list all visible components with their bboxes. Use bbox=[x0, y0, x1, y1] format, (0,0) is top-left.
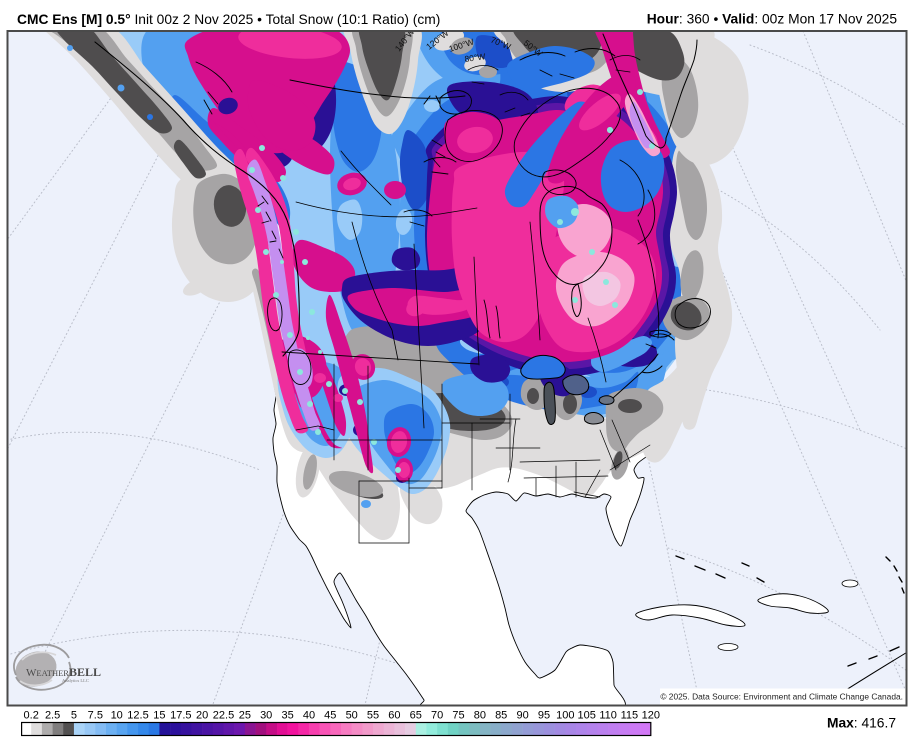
svg-text:22.5: 22.5 bbox=[213, 710, 234, 722]
svg-text:17.5: 17.5 bbox=[170, 710, 191, 722]
svg-text:115: 115 bbox=[621, 710, 639, 722]
svg-text:0.2: 0.2 bbox=[24, 710, 39, 722]
svg-text:110: 110 bbox=[599, 710, 617, 722]
svg-text:40: 40 bbox=[303, 710, 315, 722]
svg-text:5: 5 bbox=[71, 710, 77, 722]
svg-text:55: 55 bbox=[367, 710, 379, 722]
svg-text:65: 65 bbox=[410, 710, 422, 722]
svg-text:50: 50 bbox=[346, 710, 358, 722]
svg-text:85: 85 bbox=[495, 710, 507, 722]
svg-text:Max: 416.7: Max: 416.7 bbox=[827, 716, 896, 731]
svg-text:Analytics LLC: Analytics LLC bbox=[62, 678, 89, 683]
svg-text:2.5: 2.5 bbox=[45, 710, 60, 722]
svg-text:Hour: 360 • Valid: 00z Mon 17: Hour: 360 • Valid: 00z Mon 17 Nov 2025 bbox=[647, 12, 898, 27]
svg-text:WEATHERBELL: WEATHERBELL bbox=[26, 665, 101, 679]
svg-text:20: 20 bbox=[196, 710, 208, 722]
svg-text:70: 70 bbox=[431, 710, 443, 722]
svg-text:10: 10 bbox=[111, 710, 123, 722]
svg-text:75: 75 bbox=[452, 710, 464, 722]
svg-text:7.5: 7.5 bbox=[88, 710, 103, 722]
svg-text:80: 80 bbox=[474, 710, 486, 722]
svg-text:12.5: 12.5 bbox=[127, 710, 148, 722]
svg-text:15: 15 bbox=[153, 710, 165, 722]
svg-text:90: 90 bbox=[516, 710, 528, 722]
svg-text:100: 100 bbox=[556, 710, 574, 722]
svg-text:30: 30 bbox=[260, 710, 272, 722]
svg-text:35: 35 bbox=[281, 710, 293, 722]
svg-text:105: 105 bbox=[578, 710, 596, 722]
svg-text:120: 120 bbox=[642, 710, 660, 722]
svg-text:60: 60 bbox=[388, 710, 400, 722]
svg-text:25: 25 bbox=[239, 710, 251, 722]
svg-text:© 2025. Data Source: Environme: © 2025. Data Source: Environment and Cli… bbox=[660, 692, 903, 702]
svg-text:45: 45 bbox=[324, 710, 336, 722]
svg-text:CMC Ens [M] 0.5° Init 00z 2 No: CMC Ens [M] 0.5° Init 00z 2 Nov 2025 • T… bbox=[17, 12, 440, 27]
svg-text:95: 95 bbox=[538, 710, 550, 722]
svg-text:80°W: 80°W bbox=[464, 51, 486, 64]
